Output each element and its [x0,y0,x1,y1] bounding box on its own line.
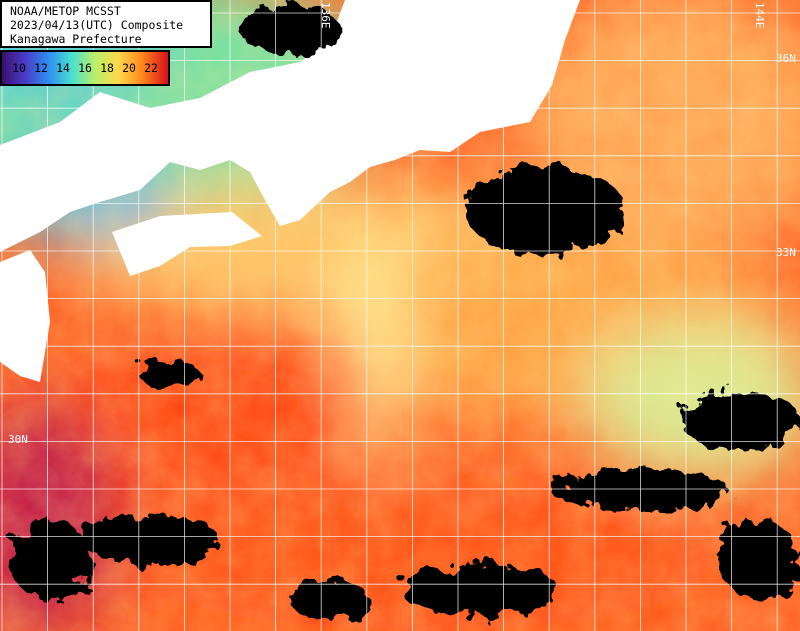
lat-label: 36N [776,52,796,65]
lon-label: 136E [319,2,332,29]
colorbar-label: 14 [56,61,70,75]
colorbar-label: 18 [100,61,114,75]
lon-label: 144E [753,2,766,29]
header-line: NOAA/METOP MCSST [10,4,121,18]
colorbar-label: 20 [122,61,136,75]
colorbar: 10 12 14 16 18 20 22 [0,50,170,86]
header-line: 2023/04/13(UTC) Composite [10,18,184,32]
colorbar-label: 22 [144,61,158,75]
header-line: Kanagawa Prefecture [10,32,142,46]
clouds [10,5,800,620]
land [0,0,580,382]
colorbar-label: 10 [12,61,26,75]
lat-label: 30N [8,433,28,446]
lat-label: 33N [776,246,796,259]
colorbar-label: 12 [34,61,48,75]
header: NOAA/METOP MCSST 2023/04/13(UTC) Composi… [0,0,212,48]
colorbar-label: 16 [78,61,92,75]
